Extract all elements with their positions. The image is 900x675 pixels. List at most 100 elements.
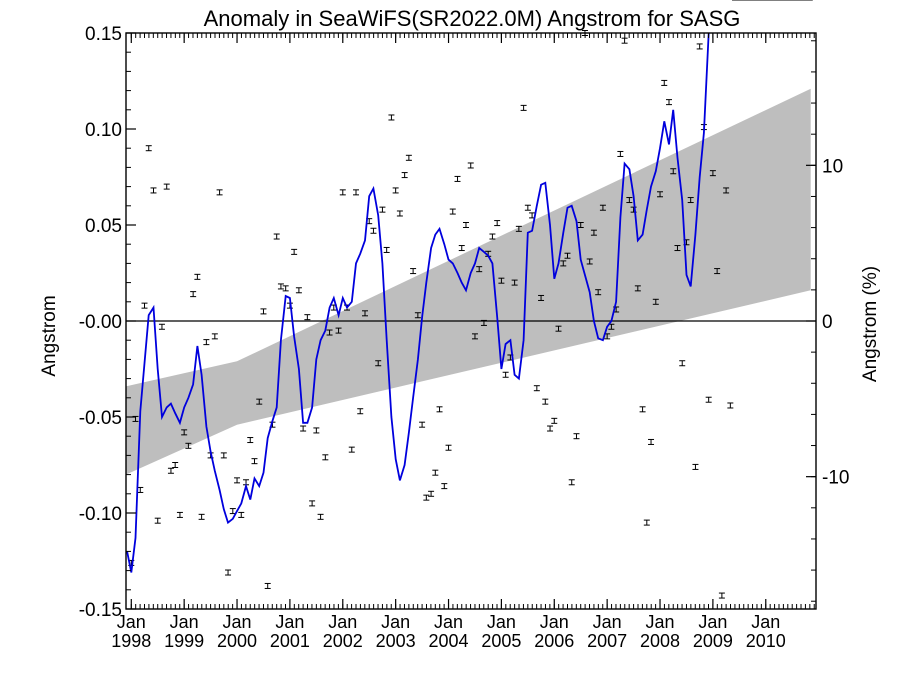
data-point [718, 592, 725, 599]
data-point [414, 312, 421, 319]
x-tick-label-month: Jan [593, 612, 622, 632]
data-point [621, 37, 628, 44]
data-point [723, 187, 730, 194]
x-tick-label-month: Jan [328, 612, 357, 632]
data-point [494, 220, 501, 227]
data-point [705, 396, 712, 403]
data-point [573, 433, 580, 440]
data-point [687, 197, 694, 204]
data-point [264, 582, 271, 589]
data-point [692, 463, 699, 470]
y-tick-label-left: -0.10 [79, 504, 122, 525]
data-point [163, 183, 170, 190]
data-point [480, 319, 487, 326]
data-point [203, 339, 210, 346]
data-point [449, 208, 456, 215]
data-point [560, 260, 567, 267]
data-point [471, 333, 478, 340]
data-point [670, 168, 677, 175]
data-point [652, 298, 659, 305]
data-point [657, 191, 664, 198]
x-tick-label-year: 1998 [111, 631, 151, 651]
data-point [167, 467, 174, 474]
data-point [317, 513, 324, 520]
data-point [251, 458, 258, 465]
data-point [599, 204, 606, 211]
data-point [141, 302, 148, 309]
data-point [423, 494, 430, 501]
chart-title: Anomaly in SeaWiFS(SR2022.0M) Angstrom f… [204, 6, 741, 31]
data-point [524, 204, 531, 211]
x-tick-label-month: Jan [381, 612, 410, 632]
data-point [476, 266, 483, 273]
data-point [185, 442, 192, 449]
data-point [432, 469, 439, 476]
x-tick-label-year: 2007 [587, 631, 627, 651]
data-point [322, 454, 329, 461]
data-point [538, 294, 545, 301]
data-point [370, 227, 377, 234]
data-point [348, 446, 355, 453]
data-point [547, 425, 554, 432]
y-tick-label-right: 0 [822, 312, 833, 333]
data-point [727, 402, 734, 409]
data-point [304, 314, 311, 321]
data-point [419, 421, 426, 428]
y-tick-label-left: 0.10 [85, 120, 122, 141]
x-tick-label-month: Jan [751, 612, 780, 632]
data-point [260, 308, 267, 315]
data-point [392, 187, 399, 194]
x-tick-label-month: Jan [646, 612, 675, 632]
data-point [586, 258, 593, 265]
data-point [361, 310, 368, 317]
data-point [661, 79, 668, 86]
data-point [300, 425, 307, 432]
y-tick-label-right: 10 [822, 156, 843, 177]
data-point [410, 268, 417, 275]
data-point [577, 222, 584, 228]
data-point [198, 513, 205, 520]
data-point [568, 479, 575, 486]
data-point [555, 325, 562, 332]
data-point [498, 277, 505, 284]
data-point [709, 170, 716, 177]
data-point [533, 385, 540, 392]
data-point [590, 229, 597, 236]
smoothed-anomaly-line [126, 32, 710, 573]
data-point [542, 398, 549, 405]
data-point [313, 427, 320, 434]
data-point [515, 225, 522, 232]
data-point [383, 246, 390, 253]
data-point [357, 408, 364, 415]
data-point [396, 210, 403, 217]
y-axis-label-right: Angstrom (%) [860, 266, 881, 382]
x-tick-label-month: Jan [117, 612, 146, 632]
data-point [339, 189, 346, 196]
data-point [634, 285, 641, 292]
data-point [247, 437, 254, 444]
data-point [220, 452, 227, 459]
y-axis-label-left: Angstrom [39, 295, 60, 376]
data-point [489, 233, 496, 240]
y-tick-label-left: 0.15 [85, 24, 122, 45]
y-tick-label-left: 0.05 [85, 216, 122, 237]
data-point [273, 233, 280, 240]
data-point [428, 490, 435, 497]
x-tick-label-year: 2003 [376, 631, 416, 651]
data-point [454, 175, 461, 182]
y-tick-label-left: -0.05 [79, 408, 122, 429]
data-point [643, 519, 650, 526]
data-point [326, 329, 333, 336]
data-point [225, 569, 232, 576]
x-tick-label-year: 1999 [164, 631, 204, 651]
x-tick-label-year: 2004 [429, 631, 469, 651]
x-tick-label-month: Jan [487, 612, 516, 632]
x-tick-label-year: 2009 [693, 631, 733, 651]
data-point [520, 104, 527, 111]
data-point [229, 508, 236, 515]
x-tick-label-month: Jan [698, 612, 727, 632]
data-point [353, 189, 359, 196]
x-tick-label-year: 2005 [481, 631, 521, 651]
data-point [436, 406, 443, 413]
data-point [216, 189, 223, 196]
